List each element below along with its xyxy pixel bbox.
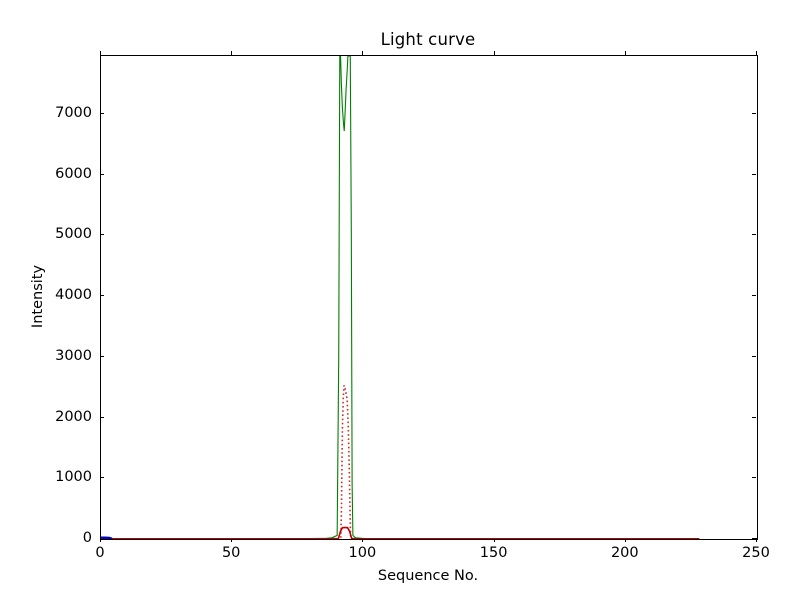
x-tick-mark <box>756 51 757 55</box>
y-tick-label: 3000 <box>55 347 92 364</box>
y-tick-label: 2000 <box>55 408 92 425</box>
y-tick-mark <box>752 234 756 236</box>
x-tick-mark <box>756 538 757 542</box>
plot-lines <box>101 56 700 539</box>
y-tick-mark <box>100 112 104 114</box>
y-tick-label: 4000 <box>55 287 92 304</box>
y-tick-mark <box>752 173 756 175</box>
x-tick-label: 100 <box>348 545 377 561</box>
x-tick-mark <box>231 51 233 55</box>
y-tick-mark <box>100 173 104 175</box>
x-tick-mark <box>100 538 101 542</box>
series-red-baseline-curve <box>101 526 700 539</box>
y-tick-mark <box>100 295 104 297</box>
y-tick-label: 6000 <box>55 165 92 182</box>
y-tick-mark <box>752 477 756 479</box>
x-tick-label: 150 <box>479 545 508 561</box>
x-tick-label: 0 <box>95 545 105 561</box>
y-tick-mark <box>100 477 104 479</box>
y-tick-label: 0 <box>82 530 92 546</box>
series-green-curve <box>101 56 700 539</box>
y-tick-mark <box>752 295 756 297</box>
series-blue-segment <box>101 536 113 539</box>
plot-area <box>100 55 758 540</box>
x-axis-label: Sequence No. <box>377 568 479 584</box>
x-tick-mark <box>362 538 364 542</box>
x-tick-mark <box>624 51 626 55</box>
chart-title: Light curve <box>380 30 476 49</box>
x-tick-mark <box>231 538 233 542</box>
x-tick-mark <box>493 51 495 55</box>
y-tick-mark <box>100 355 104 357</box>
y-tick-mark <box>752 416 756 418</box>
y-tick-label: 1000 <box>55 469 92 486</box>
x-tick-mark <box>100 51 101 55</box>
x-tick-mark <box>362 51 364 55</box>
x-tick-mark <box>624 538 626 542</box>
y-tick-label: 7000 <box>55 104 92 121</box>
y-tick-mark <box>100 234 104 236</box>
y-tick-mark <box>752 112 756 114</box>
x-tick-mark <box>493 538 495 542</box>
y-axis-tick-labels: 0 1000 2000 3000 4000 5000 6000 7000 <box>0 55 92 546</box>
x-axis-tick-labels: 0 50 100 150 200 250 <box>0 545 800 571</box>
y-tick-mark <box>752 355 756 357</box>
y-tick-label: 5000 <box>55 226 92 243</box>
x-tick-label: 250 <box>742 545 770 561</box>
series-red-dotted-curve <box>340 385 352 538</box>
x-tick-label: 50 <box>221 545 241 561</box>
y-tick-mark <box>752 538 756 539</box>
x-tick-label: 200 <box>610 545 639 561</box>
y-tick-mark <box>100 416 104 418</box>
